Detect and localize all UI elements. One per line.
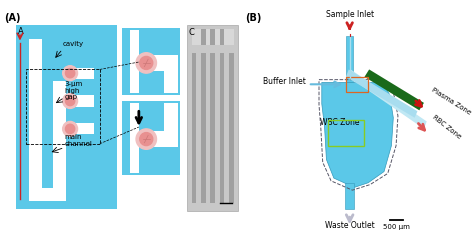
Bar [164, 103, 178, 131]
Polygon shape [322, 82, 393, 187]
Bar [192, 29, 234, 45]
Polygon shape [349, 69, 427, 129]
Bar [139, 55, 171, 71]
Polygon shape [346, 69, 418, 118]
Bar [64, 69, 68, 77]
Circle shape [65, 96, 75, 106]
Bar [16, 25, 117, 209]
Bar [346, 77, 368, 92]
Bar [66, 95, 94, 107]
Circle shape [136, 129, 156, 149]
Bar [66, 68, 94, 79]
Bar [29, 39, 42, 201]
Text: Buffer Inlet: Buffer Inlet [263, 77, 306, 86]
Bar [164, 56, 178, 93]
Circle shape [140, 56, 153, 69]
Bar [137, 134, 141, 145]
Text: 3-μm
high
gap: 3-μm high gap [64, 81, 83, 100]
Text: WBC Zone: WBC Zone [320, 118, 359, 127]
Bar [129, 103, 139, 173]
Bar [29, 188, 66, 201]
Text: C: C [189, 28, 195, 37]
Circle shape [63, 94, 78, 108]
Bar [164, 131, 178, 147]
Bar [328, 120, 364, 145]
Bar [345, 183, 354, 209]
Text: main
channel: main channel [64, 134, 92, 146]
Bar [54, 81, 66, 201]
Text: 500 μm: 500 μm [383, 224, 410, 230]
Bar [201, 53, 206, 203]
Bar [210, 29, 215, 45]
Bar [210, 53, 215, 203]
Bar [219, 29, 224, 45]
Circle shape [136, 53, 156, 73]
Bar [192, 53, 196, 203]
Bar [346, 36, 353, 82]
Polygon shape [365, 69, 424, 110]
Circle shape [140, 133, 153, 145]
Bar [129, 29, 139, 93]
Text: (A): (A) [4, 13, 21, 23]
Bar [122, 28, 180, 95]
Text: Plasma Zone: Plasma Zone [430, 86, 472, 116]
Circle shape [65, 68, 75, 78]
Bar [26, 69, 100, 144]
Bar [219, 53, 224, 203]
Circle shape [63, 122, 78, 136]
Bar [64, 125, 68, 133]
Circle shape [63, 66, 78, 81]
Text: RBC Zone: RBC Zone [431, 114, 462, 140]
Bar [201, 29, 206, 45]
Bar [139, 131, 171, 147]
Text: (B): (B) [245, 13, 261, 23]
Bar [164, 55, 178, 71]
Bar [64, 97, 68, 105]
Bar [229, 53, 234, 203]
Text: cavity: cavity [63, 41, 84, 47]
Text: Waste Outlet: Waste Outlet [325, 221, 374, 230]
Circle shape [65, 124, 75, 134]
Text: A: A [18, 27, 24, 36]
Bar [137, 57, 141, 68]
Bar [66, 123, 94, 134]
Bar [122, 101, 180, 175]
Text: Sample Inlet: Sample Inlet [326, 10, 374, 19]
Bar [187, 25, 238, 211]
